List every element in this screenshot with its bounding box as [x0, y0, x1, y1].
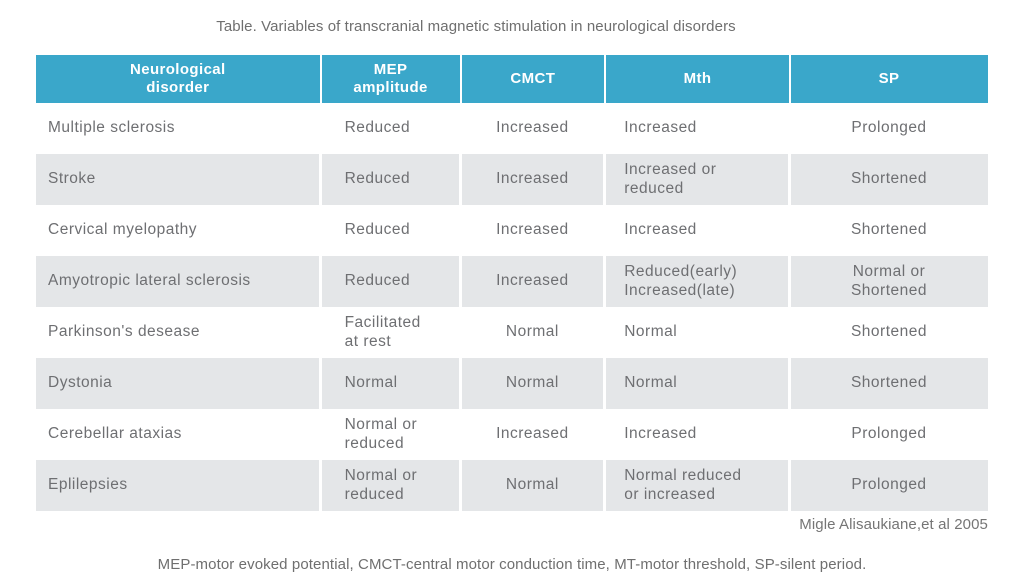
table-cell: Normal — [606, 358, 791, 409]
table-row-dystonia: Dystonia Normal Normal Normal Shortened — [36, 358, 988, 409]
table-cell: Increased or reduced — [606, 154, 791, 205]
table-cell: Normal or reduced — [322, 409, 462, 460]
table-cell: Normal reduced or increased — [606, 460, 791, 511]
table-cell: Amyotropic lateral sclerosis — [36, 256, 322, 307]
table-cell: Cerebellar ataxias — [36, 409, 322, 460]
table-cell: Normal or reduced — [322, 460, 462, 511]
table-cell: Increased — [462, 103, 607, 154]
table-row-cerebellar-ataxias: Cerebellar ataxias Normal or reduced Inc… — [36, 409, 988, 460]
table-cell: Increased — [606, 103, 791, 154]
table-cell: Eplilepsies — [36, 460, 322, 511]
table-row-amyotropic-lateral-sclerosis: Amyotropic lateral sclerosis Reduced Inc… — [36, 256, 988, 307]
column-header-neurological-disorder: Neurological disorder — [36, 55, 322, 103]
table-title: Table. Variables of transcranial magneti… — [216, 18, 736, 35]
table-cell: Reduced(early) Increased(late) — [606, 256, 791, 307]
table-row-stroke: Stroke Reduced Increased Increased or re… — [36, 154, 988, 205]
table-cell: Shortened — [850, 170, 927, 188]
table-row-multiple-sclerosis: Multiple sclerosis Reduced Increased Inc… — [36, 103, 988, 154]
table-cell: Increased — [606, 409, 791, 460]
column-header-sp: SP — [878, 70, 900, 88]
table-cell: Increased — [462, 256, 607, 307]
table-cell: Reduced — [322, 205, 462, 256]
table-cell: Dystonia — [36, 358, 322, 409]
table-cell: Stroke — [36, 154, 322, 205]
table-cell: Normal — [462, 358, 607, 409]
table-row-cervical-myelopathy: Cervical myelopathy Reduced Increased In… — [36, 205, 988, 256]
table-cell: Increased — [462, 409, 607, 460]
column-header-mth: Mth — [606, 55, 791, 103]
table-cell: Facilitated at rest — [322, 307, 462, 358]
table-cell: Increased — [462, 205, 607, 256]
column-header-cmct: CMCT — [462, 55, 607, 103]
abbreviations-footnote: MEP-motor evoked potential, CMCT-central… — [157, 556, 867, 573]
table-cell: Normal — [606, 307, 791, 358]
tms-variables-table: Neurological disorder MEP amplitude CMCT… — [36, 55, 988, 511]
table-cell: Parkinson's desease — [36, 307, 322, 358]
table-cell: Normal — [322, 358, 462, 409]
table-row-parkinsons-desease: Parkinson's desease Facilitated at rest … — [36, 307, 988, 358]
table-cell: Reduced — [322, 103, 462, 154]
table-cell: Prolonged — [851, 476, 927, 494]
table-row-eplilepsies: Eplilepsies Normal or reduced Normal Nor… — [36, 460, 988, 511]
table-cell: Normal — [462, 307, 607, 358]
table-cell: Shortened — [850, 323, 927, 341]
table-cell: Prolonged — [851, 425, 927, 443]
attribution-text: Migle Alisaukiane,et al 2005 — [799, 516, 988, 533]
table-cell: Normal — [462, 460, 607, 511]
table-cell: Reduced — [322, 154, 462, 205]
table-cell: Increased — [462, 154, 607, 205]
table-cell: Increased — [606, 205, 791, 256]
column-header-mep-amplitude: MEP amplitude — [322, 55, 462, 103]
table-cell: Multiple sclerosis — [36, 103, 322, 154]
table-cell: Cervical myelopathy — [36, 205, 322, 256]
table-cell: Shortened — [850, 221, 927, 239]
table-cell: Prolonged — [851, 119, 927, 137]
table-cell: Normal or Shortened — [850, 263, 927, 299]
table-header-row: Neurological disorder MEP amplitude CMCT… — [36, 55, 988, 103]
table-cell: Reduced — [322, 256, 462, 307]
table-cell: Shortened — [850, 374, 927, 392]
